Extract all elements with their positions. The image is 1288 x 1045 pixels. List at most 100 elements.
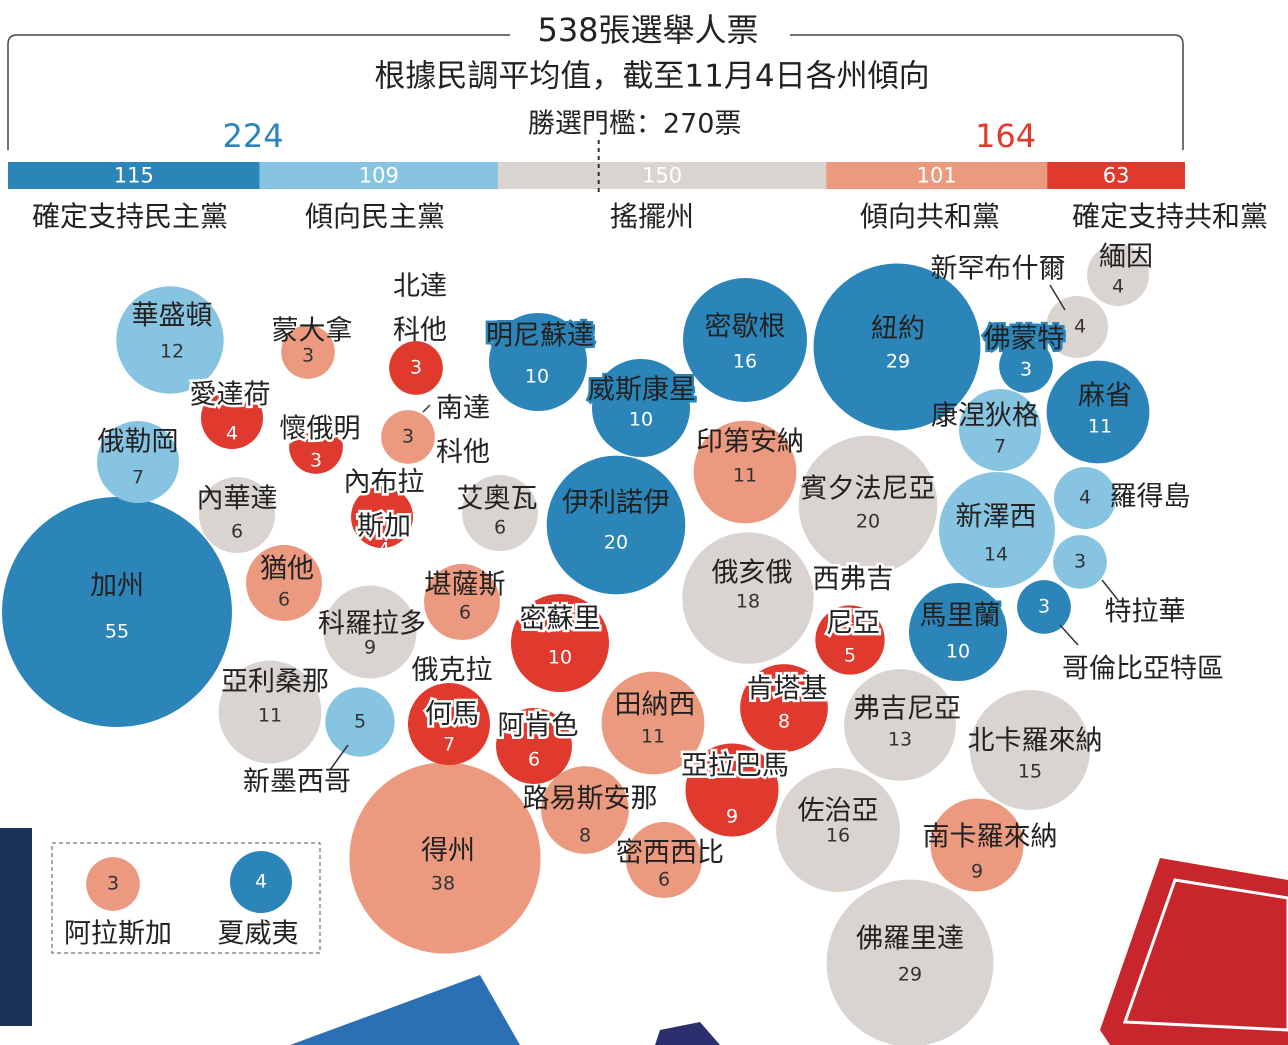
state-bubble [799,436,938,575]
state-votes: 20 [604,532,628,554]
state-votes: 38 [431,873,455,895]
bg-photo [290,975,520,1045]
threshold-label: 勝選門檻：270票 [528,109,742,140]
total-label: 224 [222,117,283,155]
state-votes: 16 [826,825,850,847]
state-votes: 9 [364,637,376,659]
state-votes: 11 [641,726,665,748]
state-votes: 10 [946,641,970,663]
state-bubble [547,456,686,595]
state-votes: 6 [528,749,540,771]
state-name: 田納西 [615,690,696,721]
state-bubble [827,880,994,1045]
state-votes: 11 [258,705,282,727]
state-votes: 6 [658,869,670,891]
title: 538張選舉人票 [537,11,758,49]
state-name: 南達科他 [436,393,490,468]
state-votes: 14 [984,544,1008,566]
state-name: 佛蒙特 [984,324,1065,355]
state-name: 蒙大拿 [272,316,353,347]
state-name: 華盛頓 [132,301,213,332]
state-bubble [844,669,956,781]
state-name: 肯塔基 [747,674,828,705]
state-votes: 13 [888,729,912,751]
state-name: 賓夕法尼亞 [801,474,936,505]
state-name: 猶他 [260,554,314,585]
state-name: 路易斯安那 [523,784,658,815]
state-name: 新墨西哥 [243,767,351,798]
leader-line [423,405,430,412]
state-votes: 4 [1112,276,1124,298]
state-name: 加州 [90,571,144,602]
state-name: 阿肯色 [498,711,579,742]
state-name: 密西西比 [616,838,724,869]
state-votes: 6 [494,517,506,539]
state-votes: 4 [1074,316,1086,338]
state-votes: 4 [378,539,390,561]
state-name: 艾奧瓦 [457,484,538,515]
state-name: 馬里蘭 [920,601,1001,632]
total-label: 164 [975,117,1036,155]
state-votes: 29 [886,351,910,373]
state-votes: 3 [1074,551,1086,573]
state-name: 阿拉斯加 [64,919,172,950]
state-name: 新罕布什爾 [931,254,1066,285]
bar-chart: 115確定支持民主黨109傾向民主黨150搖擺州101傾向共和黨63確定支持共和… [8,109,1268,234]
state-votes: 11 [733,465,757,487]
state-votes: 6 [278,589,290,611]
state-name: 印第安納 [696,427,804,458]
state-votes: 9 [726,806,738,828]
state-name: 紐約 [871,314,925,345]
bar-value-label: 150 [642,164,682,188]
legend-label: 確定支持民主黨 [32,200,228,233]
state-name: 哥倫比亞特區 [1062,654,1224,685]
state-name: 愛達荷 [190,380,271,411]
state-name: 密蘇里 [520,604,601,635]
state-name: 亞利桑那 [221,667,329,698]
state-name: 俄勒岡 [98,427,179,458]
state-votes: 9 [971,861,983,883]
bar-value-label: 63 [1103,164,1130,188]
state-votes: 5 [844,645,856,667]
state-votes: 3 [302,345,314,367]
state-votes: 5 [354,711,366,733]
state-votes: 7 [443,734,455,756]
state-bubble [2,497,232,727]
state-votes: 8 [579,825,591,847]
state-name: 俄亥俄 [712,558,793,589]
state-name: 伊利諾伊 [562,488,670,519]
state-name: 內華達 [197,484,278,515]
state-votes: 4 [226,423,238,445]
bar-value-label: 115 [114,164,154,188]
state-name: 亞拉巴馬 [681,751,789,782]
state-name: 佐治亞 [798,796,879,827]
state-votes: 29 [898,964,922,986]
state-votes: 18 [736,591,760,613]
state-name: 康涅狄格 [931,401,1039,432]
state-name: 麻省 [1078,381,1132,412]
state-name: 特拉華 [1105,597,1186,628]
state-votes: 12 [160,341,184,363]
leader-line [1060,625,1078,645]
bubble-chart: 55加州38得州12華盛頓7俄勒岡4愛達荷3蒙大拿3懷俄明6內華達3北達科他3南… [2,242,1224,1045]
state-votes: 6 [459,602,471,624]
state-name: 得州 [421,836,475,867]
state-votes: 6 [231,521,243,543]
state-votes: 11 [1088,416,1112,438]
state-votes: 3 [402,426,414,448]
state-name: 佛羅里達 [856,924,964,955]
bg-photo [655,1022,720,1045]
state-votes: 10 [629,409,653,431]
legend-label: 傾向民主黨 [305,200,445,233]
state-votes: 7 [132,467,144,489]
state-votes: 3 [1020,359,1032,381]
state-name: 北達科他 [393,271,447,346]
state-name: 密歇根 [705,312,786,343]
bar-value-label: 109 [359,164,399,188]
state-votes: 3 [310,450,322,472]
state-name: 科羅拉多 [318,609,426,640]
state-name: 弗吉尼亞 [853,694,961,725]
state-votes: 16 [733,351,757,373]
state-bubble [909,583,1007,681]
state-name: 南卡羅來納 [923,822,1058,853]
